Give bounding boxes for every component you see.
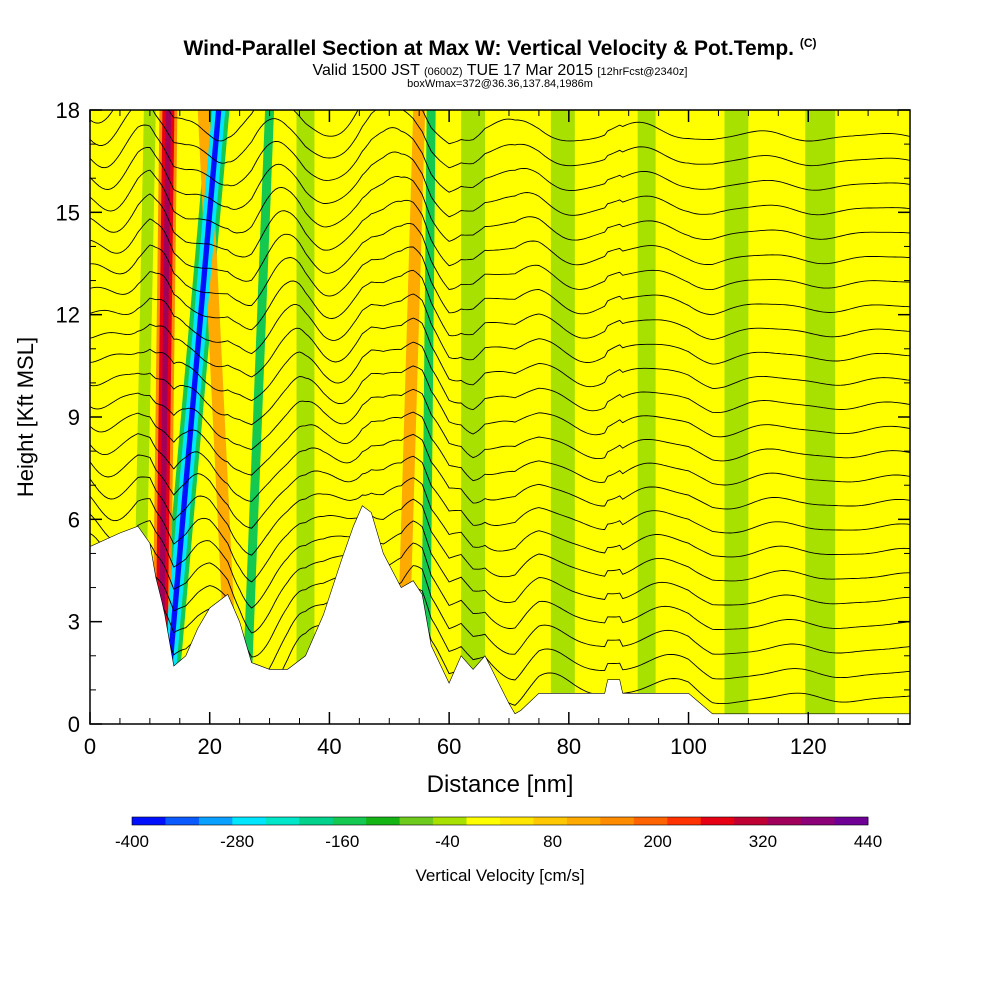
theta-contour: [90, 218, 910, 291]
colorbar-swatch: [500, 817, 534, 825]
velocity-band: [241, 110, 275, 724]
colorbar-swatch: [600, 817, 635, 825]
colorbar-tick-label: 440: [854, 832, 882, 851]
theta-contour: [90, 110, 910, 145]
y-tick-label: 12: [56, 303, 80, 328]
colorbar-tick-label: -40: [435, 832, 460, 851]
colorbar-frame: [131, 816, 869, 826]
colorbar-swatch: [265, 817, 300, 825]
valid-prefix: Valid 1500 JST: [312, 62, 420, 79]
colorbar-swatch: [198, 817, 233, 825]
y-tick-label: 6: [68, 507, 80, 532]
velocity-band: [296, 110, 315, 724]
colorbar-swatch: [834, 817, 869, 825]
colorbar-swatch: [165, 817, 200, 825]
axes: 0 20 40 60 80 100 120 0 3 6 9 12 15 18: [56, 98, 910, 759]
y-tick-label: 18: [56, 98, 80, 123]
theta-contour: [90, 110, 910, 169]
theta-contour: [90, 433, 910, 510]
colorbar-swatch: [299, 817, 334, 825]
x-tick-label: 100: [670, 734, 707, 759]
velocity-band: [420, 110, 436, 724]
theta-contour: [90, 293, 910, 365]
colorbar-swatch: [566, 817, 601, 825]
chart-subtitle: Valid 1500 JST (0600Z) TUE 17 Mar 2015 […: [0, 62, 1000, 80]
colorbar-swatch: [667, 817, 702, 825]
x-tick-label: 20: [197, 734, 221, 759]
theta-contour: [90, 495, 910, 583]
y-tick-label: 0: [68, 712, 80, 737]
theta-contour: [90, 411, 910, 486]
colorbar-swatch: [801, 817, 835, 825]
copyright-mark: (C): [799, 36, 817, 50]
theta-contour: [90, 317, 910, 389]
forecast-info: [12hrFcst@2340z]: [597, 66, 688, 78]
theta-contour: [90, 476, 910, 558]
colorbar-label: Vertical Velocity [cm/s]: [415, 866, 584, 885]
velocity-band: [461, 110, 486, 724]
theta-contour: [90, 388, 910, 462]
valid-date: TUE 17 Mar 2015: [466, 62, 593, 79]
colorbar-swatch: [332, 817, 367, 825]
colorbar-tick-label: 320: [749, 832, 777, 851]
velocity-band: [637, 110, 656, 724]
theta-contour: [90, 533, 910, 634]
colorbar-swatch: [633, 817, 668, 825]
chart-title-text: Wind-Parallel Section at Max W: Vertical…: [183, 37, 794, 60]
colorbar-swatch: [700, 817, 735, 825]
colorbar-swatch: [466, 817, 501, 825]
theta-contour: [90, 365, 910, 438]
x-tick-label: 60: [437, 734, 461, 759]
y-tick-label: 3: [68, 610, 80, 635]
theta-contour: [90, 146, 910, 218]
valid-utc: (0600Z): [424, 66, 463, 78]
theta-contour: [90, 454, 910, 534]
theta-contour: [90, 341, 910, 414]
velocity-band: [162, 110, 222, 724]
y-tick-label: 9: [68, 405, 80, 430]
colorbar-tick-label: 80: [543, 832, 562, 851]
colorbar: -400 -280 -160 -40 80 200 320 440: [115, 816, 882, 851]
colorbar-tick-label: 200: [644, 832, 672, 851]
colorbar-tick-label: -280: [220, 832, 254, 851]
colorbar-swatch: [399, 817, 434, 825]
colorbar-swatch: [433, 817, 467, 825]
x-tick-label: 0: [84, 734, 96, 759]
colorbar-swatch: [132, 817, 166, 825]
colorbar-tick-label: -160: [325, 832, 359, 851]
velocity-band: [724, 110, 749, 724]
x-tick-label: 80: [557, 734, 581, 759]
theta-contour: [90, 269, 910, 341]
chart-title: Wind-Parallel Section at Max W: Vertical…: [0, 36, 1000, 61]
velocity-band: [805, 110, 836, 724]
box-info: boxWmax=372@36.36,137.84,1986m: [407, 78, 593, 90]
colorbar-swatch: [366, 817, 401, 825]
terrain-mask: [90, 505, 910, 724]
plot-area: [90, 110, 910, 724]
colorbar-swatch: [533, 817, 568, 825]
y-axis-label: Height [Kft MSL]: [13, 337, 38, 497]
y-tick-label: 15: [56, 200, 80, 225]
x-tick-label: 120: [790, 734, 827, 759]
x-axis-label: Distance [nm]: [427, 771, 574, 798]
velocity-band: [395, 110, 426, 724]
colorbar-swatch: [734, 817, 769, 825]
theta-contour: [90, 513, 910, 609]
velocity-band: [157, 110, 172, 724]
theta-contour: [90, 244, 910, 316]
theta-contour: [90, 193, 910, 267]
colorbar-swatch: [767, 817, 802, 825]
colorbar-tick-label: -400: [115, 832, 149, 851]
colorbar-swatch: [232, 817, 267, 825]
theta-contour: [90, 124, 910, 193]
x-tick-label: 40: [317, 734, 341, 759]
theta-contour: [90, 169, 910, 242]
